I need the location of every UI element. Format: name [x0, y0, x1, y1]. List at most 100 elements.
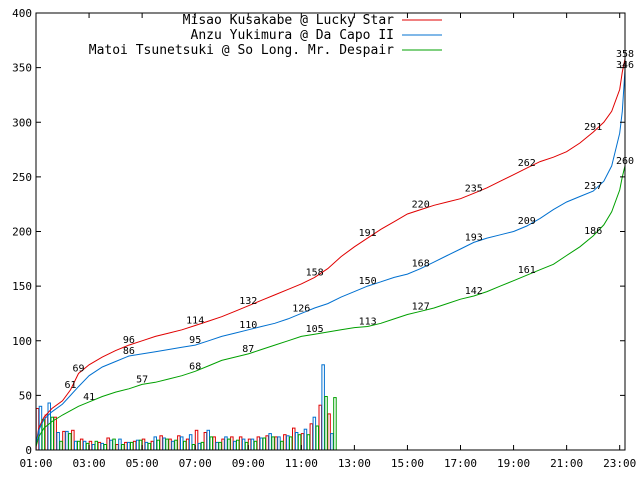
bar-blue-21	[224, 436, 228, 451]
bar-green-0	[41, 418, 46, 451]
bar-red-20	[212, 436, 216, 451]
data-label-0-1: 61	[64, 380, 76, 391]
data-label-0-0: 69	[72, 364, 84, 375]
bar-green-8	[112, 438, 116, 451]
y-tick-label-4: 200	[12, 226, 32, 239]
bar-red-19	[203, 432, 208, 451]
bar-green-14	[165, 438, 169, 451]
bar-red-23	[238, 436, 243, 451]
bar-red-14	[159, 435, 163, 451]
y-tick-label-6: 300	[12, 116, 32, 129]
data-label-2-9: 186	[584, 226, 602, 237]
data-label-1-7: 209	[518, 216, 536, 227]
y-tick-label-0: 0	[25, 444, 32, 457]
bar-red-2	[53, 416, 57, 451]
bar-blue-3	[65, 430, 69, 451]
bar-green-20	[218, 441, 222, 451]
data-label-2-5: 113	[359, 317, 377, 328]
legend-label-1: Anzu Yukimura @ Da Capo II	[191, 28, 395, 43]
bar-blue-14	[162, 437, 166, 451]
bar-green-15	[174, 439, 178, 451]
bar-green-23	[244, 441, 249, 451]
y-tick-label-1: 50	[19, 389, 32, 402]
bar-green-24	[253, 440, 258, 451]
axes: 0 50 100 150 200 250 300 350 400 01:00 03:00 05:00 0…	[12, 7, 636, 470]
bar-red-16	[177, 435, 181, 451]
bar-red-15	[168, 438, 172, 451]
bar-green-31	[315, 425, 319, 451]
bar-blue-8	[109, 439, 113, 451]
data-label-2-7: 142	[465, 286, 483, 297]
bar-blue-5	[82, 440, 87, 451]
bar-green-12	[147, 442, 152, 451]
bar-blue-33	[330, 433, 334, 451]
bar-green-13	[156, 439, 160, 451]
bar-green-6	[94, 440, 99, 451]
x-tick-label-7: 15:00	[391, 457, 424, 470]
data-label-1-0: 86	[123, 346, 135, 357]
bar-green-7	[103, 444, 107, 451]
data-label-0-2: 96	[123, 335, 135, 346]
bar-green-21	[227, 438, 231, 451]
y-tick-label-3: 150	[12, 280, 32, 293]
legend-label-2: Matoi Tsunetsuki @ So Long. Mr. Despair	[89, 43, 394, 58]
bar-blue-12	[144, 441, 149, 451]
bar-green-17	[191, 444, 196, 451]
bar-blue-19	[206, 429, 210, 451]
bar-green-9	[121, 444, 125, 451]
data-label-1-3: 126	[292, 303, 310, 314]
bar-blue-20	[215, 441, 219, 451]
data-label-2-6: 127	[412, 301, 430, 312]
x-tick-label-6: 13:00	[338, 457, 371, 470]
bar-green-10	[130, 441, 134, 451]
data-label-0-8: 235	[465, 183, 483, 194]
x-tick-label-4: 09:00	[232, 457, 265, 470]
data-label-2-3: 87	[242, 344, 254, 355]
data-label-0-7: 220	[412, 200, 430, 211]
data-labels: 6961961141321581912202352622913588695110…	[64, 49, 634, 403]
bar-blue-28	[286, 435, 290, 451]
bar-red-3	[62, 430, 66, 451]
series-lines	[35, 58, 626, 447]
data-label-2-2: 68	[189, 361, 201, 372]
bar-green-27	[280, 440, 284, 451]
x-tick-label-3: 07:00	[179, 457, 212, 470]
bar-blue-29	[294, 432, 299, 451]
bar-red-1	[44, 414, 49, 451]
x-tick-label-0: 01:00	[19, 457, 52, 470]
bar-blue-31	[312, 416, 317, 451]
bar-red-7	[97, 441, 102, 451]
bar-red-11	[132, 440, 137, 451]
bar-blue-10	[127, 441, 131, 451]
bar-red-8	[106, 437, 110, 451]
series-line-0	[35, 58, 626, 445]
x-tick-label-5: 11:00	[285, 457, 318, 470]
data-label-1-1: 95	[189, 335, 201, 346]
data-label-1-2: 110	[239, 320, 257, 331]
data-label-2-0: 41	[83, 392, 95, 403]
data-label-0-10: 291	[584, 122, 602, 133]
y-tick-label-7: 350	[12, 62, 32, 75]
data-label-2-8: 161	[518, 265, 536, 276]
bar-red-28	[283, 434, 287, 451]
bar-green-32	[324, 396, 328, 451]
bar-red-9	[115, 444, 119, 451]
bar-green-3	[68, 433, 72, 451]
bar-green-16	[183, 440, 187, 451]
bar-green-33	[333, 397, 337, 451]
bar-blue-24	[250, 438, 255, 451]
data-label-0-9: 262	[518, 158, 536, 169]
bar-blue-6	[91, 444, 96, 451]
bar-red-10	[124, 441, 128, 451]
plot-frame	[35, 12, 626, 451]
bar-blue-27	[277, 436, 281, 451]
bar-green-18	[200, 441, 205, 451]
bar-blue-18	[197, 442, 202, 451]
bar-green-22	[236, 439, 240, 451]
bar-blue-4	[74, 440, 78, 451]
y-tick-label-5: 250	[12, 171, 32, 184]
legend-label-0: Misao Kusakabe @ Lucky Star	[183, 13, 394, 28]
bar-blue-13	[153, 436, 157, 451]
